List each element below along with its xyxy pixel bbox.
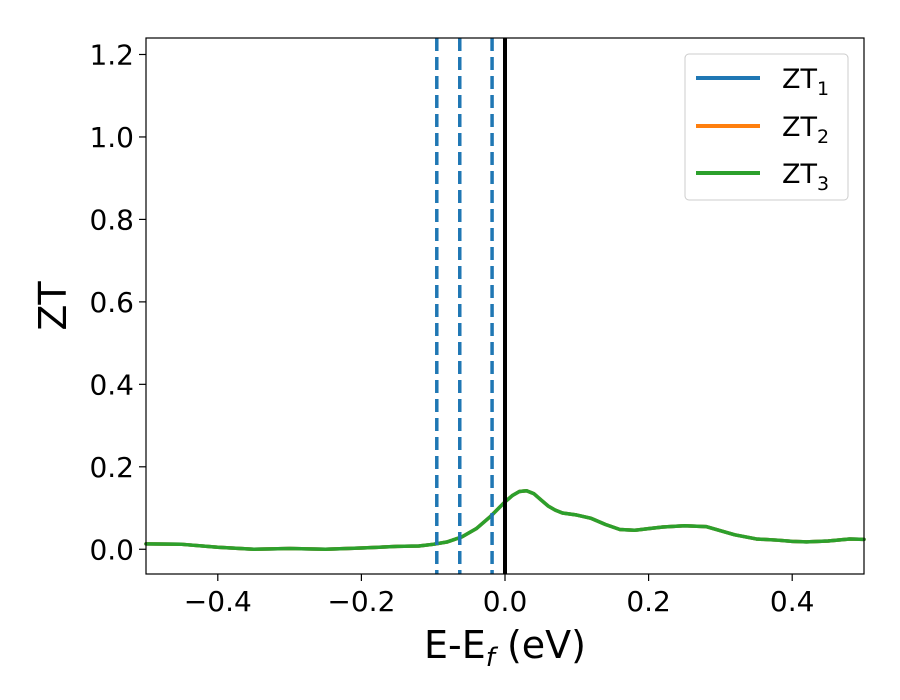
- reference-lines: [435, 38, 507, 574]
- legend-box: [684, 53, 849, 201]
- x-tick-label-0: 0.0: [483, 585, 528, 618]
- y-axis-label: ZT: [31, 281, 75, 331]
- x-axis-label: E-Ef (eV): [424, 623, 586, 673]
- y-tick-label-1_2: 1.2: [89, 38, 134, 71]
- legend-label-zt3: ZT3: [782, 159, 829, 195]
- legend-label-zt2: ZT2: [782, 112, 829, 148]
- x-tick-label-0_2: 0.2: [626, 585, 671, 618]
- legend-entry-zt2: ZT2: [696, 112, 829, 148]
- y-tick-label-0_6: 0.6: [89, 286, 134, 319]
- y-tick-label-0_8: 0.8: [89, 203, 134, 236]
- legend-entry-zt3: ZT3: [696, 159, 829, 195]
- y-tick-label-1: 1.0: [89, 121, 134, 154]
- legend-label-zt1: ZT1: [782, 64, 829, 100]
- x-tick-label-0_4: 0.4: [770, 585, 815, 618]
- y-tick-label-0_4: 0.4: [89, 368, 134, 401]
- series-line-zt3: [144, 488, 866, 552]
- x-tick-label-neg0_2: −0.2: [327, 585, 395, 618]
- series-lines: [144, 488, 866, 552]
- x-tick-label-neg0_4: −0.4: [184, 585, 252, 618]
- legend-entry-zt1: ZT1: [696, 64, 829, 100]
- y-axis-ticks: 0.0 0.2 0.4 0.6 0.8 1.0 1.2: [89, 38, 146, 566]
- y-tick-label-0_2: 0.2: [89, 451, 134, 484]
- legend: ZT1 ZT2 ZT3: [684, 53, 849, 201]
- y-tick-label-0: 0.0: [89, 533, 134, 566]
- x-axis-ticks: −0.4 −0.2 0.0 0.2 0.4: [184, 574, 815, 618]
